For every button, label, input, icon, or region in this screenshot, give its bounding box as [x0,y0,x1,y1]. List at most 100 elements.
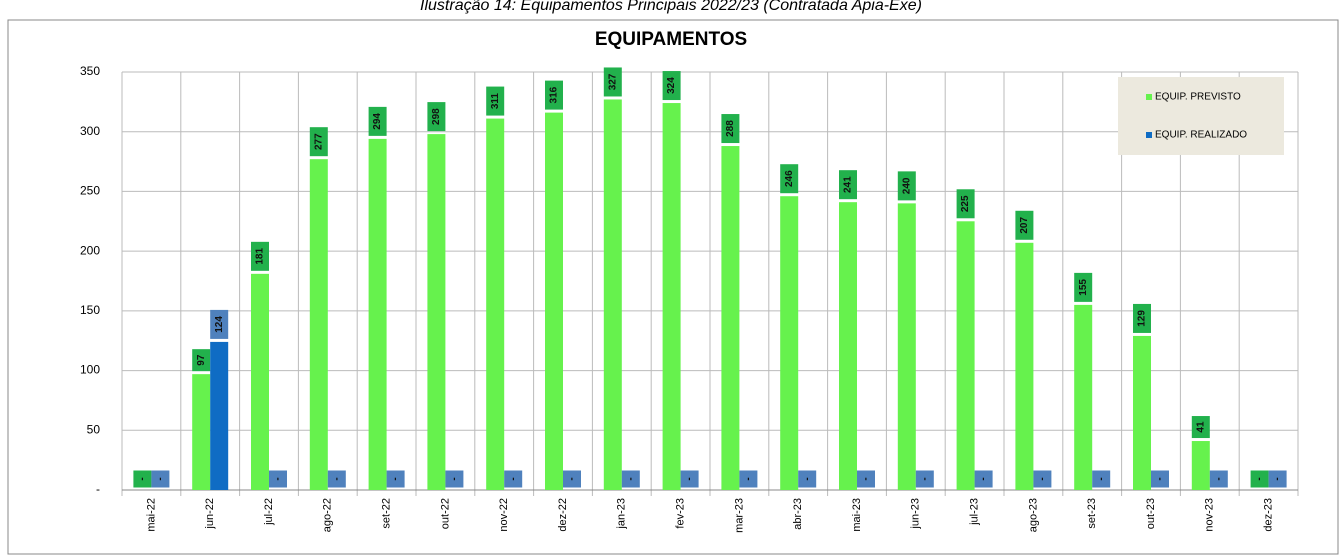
data-label: 240 [901,177,912,194]
y-tick-label: - [96,482,100,496]
data-label-box [269,470,287,488]
data-label-box [251,241,269,271]
bar [210,341,229,490]
data-label: 241 [843,176,854,193]
bar [780,196,799,490]
x-tick-label: jul-23 [969,498,981,526]
data-label-box [151,470,170,488]
data-label: 316 [549,86,560,103]
bar [427,134,446,491]
data-label: - [802,477,813,480]
data-label: - [273,477,284,480]
x-tick-label: ago-22 [322,498,334,532]
data-label-box [1191,416,1210,439]
data-label: 97 [196,354,207,366]
data-label-box [897,171,916,201]
data-label-box [680,470,699,488]
legend-label: EQUIP. PREVISTO [1155,92,1241,103]
x-tick-label: abr-23 [792,498,804,530]
x-tick-label: jul-22 [263,498,275,526]
data-label-box [603,67,622,97]
data-label: 129 [1137,310,1148,327]
bar [368,138,387,490]
x-tick-label: ago-23 [1027,498,1039,532]
legend-box [1118,77,1284,155]
bar [486,118,505,490]
data-label: - [743,477,754,480]
x-tick-label: mar-23 [733,498,745,533]
data-label-box [1133,303,1151,333]
data-label-box [486,86,505,116]
data-label-box [1033,470,1052,488]
data-label: - [155,477,166,480]
data-label-box [1151,470,1169,488]
data-label: 181 [255,248,266,265]
bar [1015,242,1034,490]
y-tick-label: 350 [80,64,100,78]
bar [1074,304,1093,490]
data-label: - [508,477,519,480]
data-label-box [427,102,446,132]
data-label: 288 [725,120,736,137]
data-label-box [192,349,211,372]
data-label: - [1213,477,1224,480]
x-tick-label: mai-23 [851,498,863,532]
bar [956,221,975,491]
bar [839,202,857,491]
data-label-box [563,470,581,488]
data-label: 225 [960,195,971,212]
data-label: - [978,477,989,480]
data-label-box [368,106,387,136]
y-tick-label: 150 [80,303,100,317]
x-tick-label: dez-23 [1263,498,1275,532]
legend-swatch [1146,132,1152,138]
data-label: 246 [784,170,795,187]
x-tick-label: mai-22 [145,498,157,532]
data-label-box [798,470,817,488]
data-label-box [721,114,740,144]
data-label-box [1209,470,1228,488]
bar [897,203,916,490]
data-label: - [1037,477,1048,480]
data-label: - [449,477,460,480]
data-label-box [780,164,799,194]
data-label-box [1074,272,1093,302]
data-label: 124 [214,316,225,333]
x-tick-label: jan-23 [616,498,628,530]
data-label: 324 [666,77,677,94]
bar [251,273,269,490]
bar [545,112,563,490]
y-tick-label: 300 [80,124,100,138]
x-tick-label: jun-23 [910,498,922,530]
y-tick-label: 200 [80,243,100,257]
data-label: 277 [313,133,324,150]
data-label-box [1092,470,1111,488]
x-tick-label: nov-23 [1204,498,1216,532]
x-tick-label: nov-22 [498,498,510,532]
data-label-box [210,309,229,339]
bar [721,146,740,490]
x-tick-label: jun-22 [204,498,216,530]
bar [662,103,681,491]
data-label: - [1254,477,1265,480]
data-label: 311 [490,93,501,110]
data-label: 294 [372,113,383,130]
x-tick-label: out-22 [439,498,451,529]
data-label-box [309,127,328,157]
x-tick-label: fev-23 [675,498,687,529]
x-tick-label: dez-22 [557,498,569,532]
data-label-box [386,470,405,488]
x-tick-label: set-22 [381,498,393,529]
data-label-box [1015,210,1034,240]
data-label: - [567,477,578,480]
data-label-box [327,470,346,488]
data-label-box [839,170,857,200]
data-label: 155 [1078,279,1089,296]
data-label: 327 [607,73,618,90]
x-tick-label: out-23 [1145,498,1157,529]
data-label: - [331,477,342,480]
data-label-box [133,470,152,488]
data-label-box [915,470,934,488]
data-label: 41 [1195,421,1206,433]
